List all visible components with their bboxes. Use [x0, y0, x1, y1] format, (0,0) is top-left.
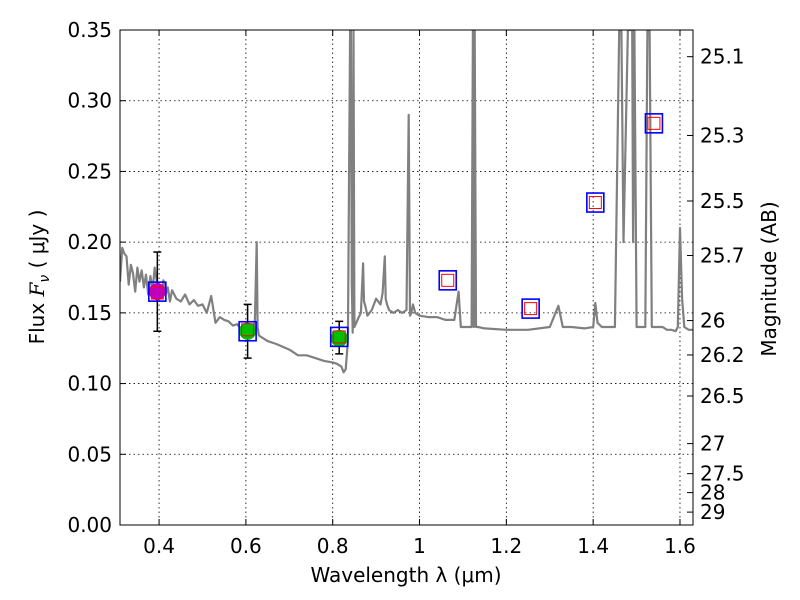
- band-marker-square: [521, 298, 540, 319]
- y2-tick-label: 29: [700, 500, 725, 524]
- plot-area: [120, 30, 693, 374]
- model-flux-square: [441, 273, 455, 287]
- y2-axis-label: Magnitude (AB): [757, 201, 781, 356]
- x-tick-label: 1.2: [490, 534, 522, 558]
- y2-tick-label: 25.3: [700, 123, 745, 147]
- model-flux-square: [524, 302, 538, 316]
- y-tick-label: 0.00: [67, 513, 112, 537]
- y-tick-label: 0.20: [67, 230, 112, 254]
- x-tick-label: 0.4: [143, 534, 175, 558]
- y-tick-label: 0.15: [67, 301, 112, 325]
- y2-tick-label: 28: [700, 481, 725, 505]
- x-tick-label: 0.6: [230, 534, 262, 558]
- axes-frame: [119, 29, 694, 526]
- y2-tick-label: 26.5: [700, 384, 745, 408]
- model-flux-square: [332, 330, 346, 344]
- band-marker-square: [329, 326, 349, 348]
- band-marker-square: [238, 320, 257, 342]
- x-tick-label: 1: [413, 534, 426, 558]
- y-tick-label: 0.35: [67, 18, 112, 42]
- y-tick-label: 0.05: [67, 442, 112, 466]
- y2-tick-label: 26: [700, 309, 725, 333]
- y2-tick-label: 25.1: [700, 45, 745, 69]
- band-marker-square: [438, 270, 458, 291]
- y-tick-label: 0.30: [67, 89, 112, 113]
- y-axis-label-prefix: Flux: [25, 296, 49, 344]
- model-flux-square: [588, 196, 602, 210]
- y2-tick-label: 26.2: [700, 343, 745, 367]
- grid-lines: [120, 30, 693, 525]
- y-axis-label-symbol: F: [25, 281, 49, 297]
- tick-layer: 0.4 0.6 0.8 1 1.2 1.4 1.6 0.00 0.05 0.10 0.15 0.20 0…: [67, 18, 744, 558]
- y2-tick-label: 25.5: [700, 189, 745, 213]
- spectrum-line: [120, 30, 693, 374]
- band-marker-square: [148, 281, 167, 302]
- x-tick-label: 1.4: [577, 534, 609, 558]
- x-tick-label: 0.8: [317, 534, 349, 558]
- y-tick-label: 0.25: [67, 159, 112, 183]
- y2-tick-label: 27.5: [700, 462, 745, 486]
- x-tick-label: 1.6: [664, 534, 696, 558]
- y-axis-label: Flux Fν ( μJy ): [25, 210, 53, 345]
- marker-layer: [148, 113, 664, 359]
- y-axis-label-subscript: ν: [37, 275, 53, 283]
- y2-tick-label: 27: [700, 432, 725, 456]
- band-marker-square: [586, 192, 605, 213]
- y2-tick-label: 25.7: [700, 244, 745, 268]
- y-axis-label-unit: ( μJy ): [25, 210, 49, 275]
- band-marker-square: [644, 113, 664, 134]
- model-flux-square: [241, 323, 255, 337]
- x-axis-label: Wavelength λ (μm): [310, 563, 501, 587]
- model-flux-square: [647, 116, 661, 130]
- model-flux-square: [150, 286, 164, 300]
- y-tick-label: 0.10: [67, 372, 112, 396]
